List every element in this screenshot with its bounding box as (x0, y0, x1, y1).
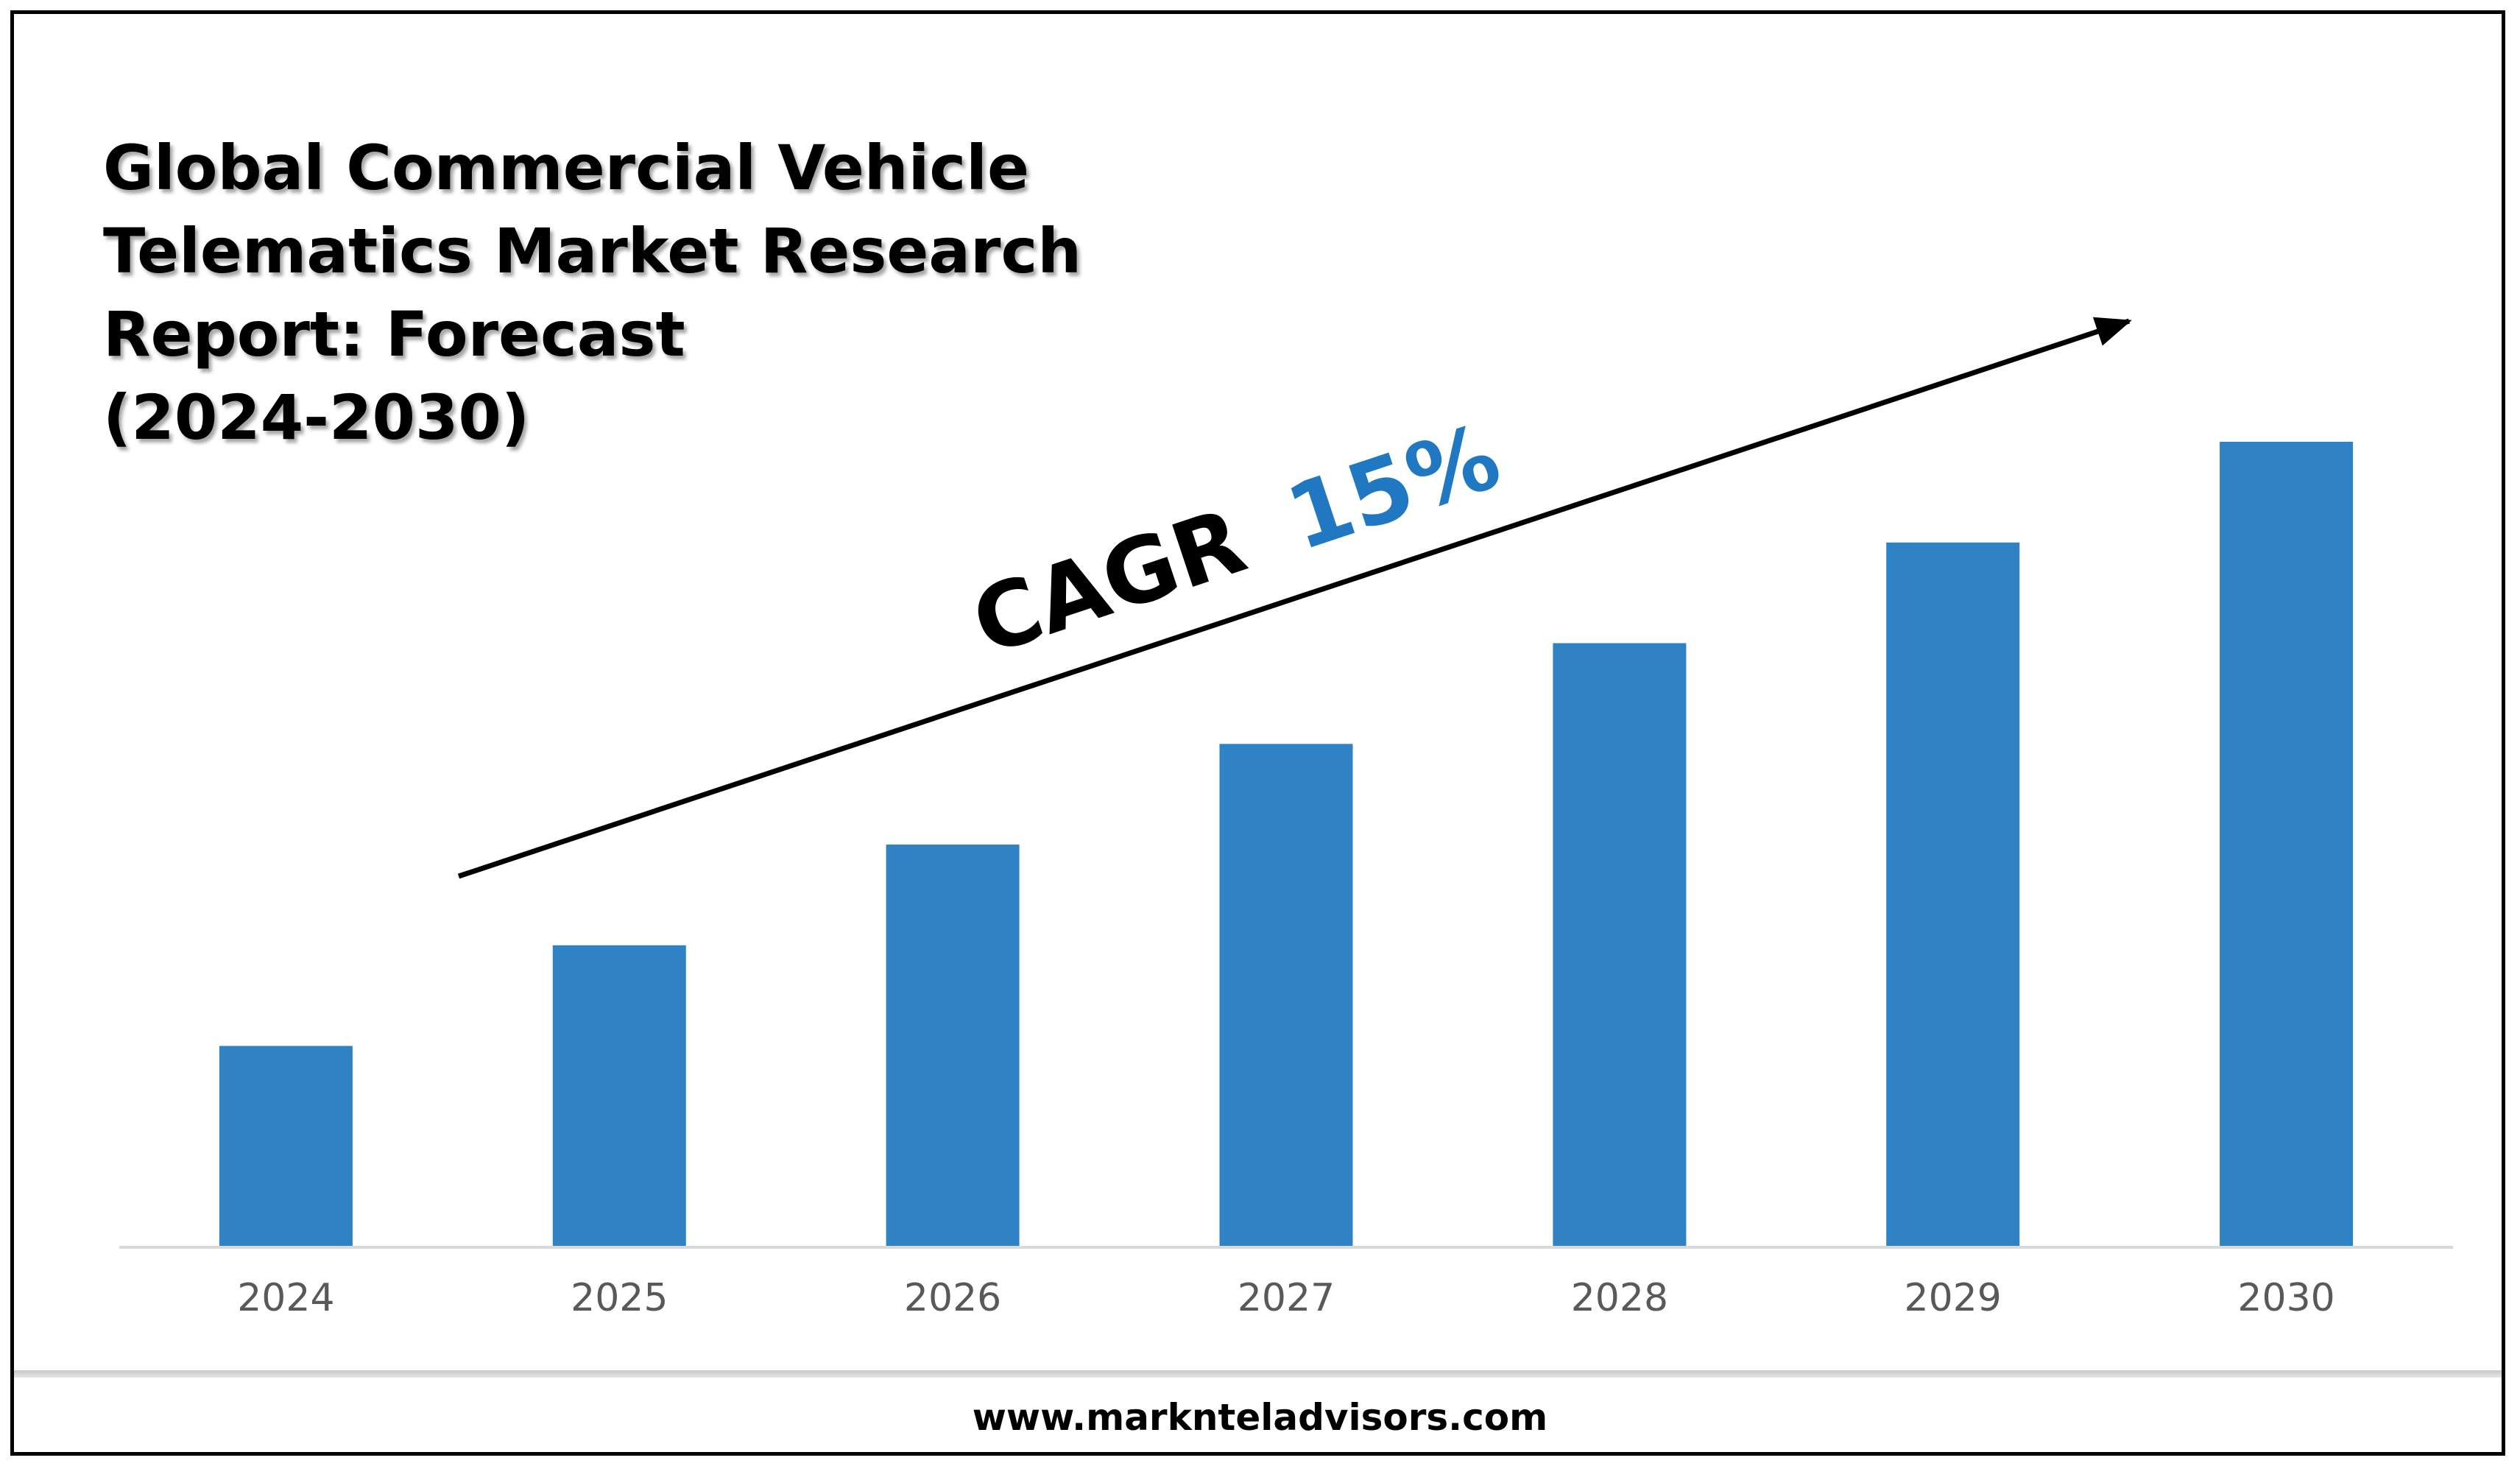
cagr-annotation: CAGR 15% (960, 403, 1511, 675)
bar-2029 (1886, 542, 2020, 1248)
x-tick-label: 2026 (904, 1276, 1001, 1320)
footer-website: www.marknteladvisors.com (972, 1396, 1548, 1439)
title-line: Telematics Market Research (103, 215, 1082, 287)
bar-2024 (219, 1046, 353, 1247)
bar-2027 (1219, 744, 1353, 1248)
x-tick-label: 2030 (2237, 1276, 2334, 1320)
cagr-value: 15% (1275, 403, 1512, 571)
x-tick-label: 2029 (1905, 1276, 2002, 1320)
x-tick-label: 2024 (237, 1276, 334, 1320)
bar-2026 (886, 845, 1020, 1247)
x-tick-label: 2025 (571, 1276, 668, 1320)
bar-2030 (2220, 442, 2354, 1247)
x-tick-label: 2028 (1571, 1276, 1668, 1320)
cagr-arrow (457, 317, 2132, 879)
footer-divider (14, 1370, 2502, 1378)
title-line: (2024-2030) (103, 381, 530, 454)
title-line: Report: Forecast (103, 298, 685, 370)
x-tick-label: 2027 (1238, 1276, 1335, 1320)
cagr-label: CAGR (960, 488, 1257, 675)
x-tick-labels: 2024 2025 2026 2027 2028 2029 2030 (237, 1276, 2335, 1320)
title-line: Global Commercial Vehicle (103, 132, 1029, 204)
chart-title: Global Commercial Vehicle Telematics Mar… (103, 127, 1081, 459)
bars-group (219, 442, 2354, 1248)
bar-2028 (1553, 643, 1687, 1247)
bar-2025 (552, 945, 686, 1248)
